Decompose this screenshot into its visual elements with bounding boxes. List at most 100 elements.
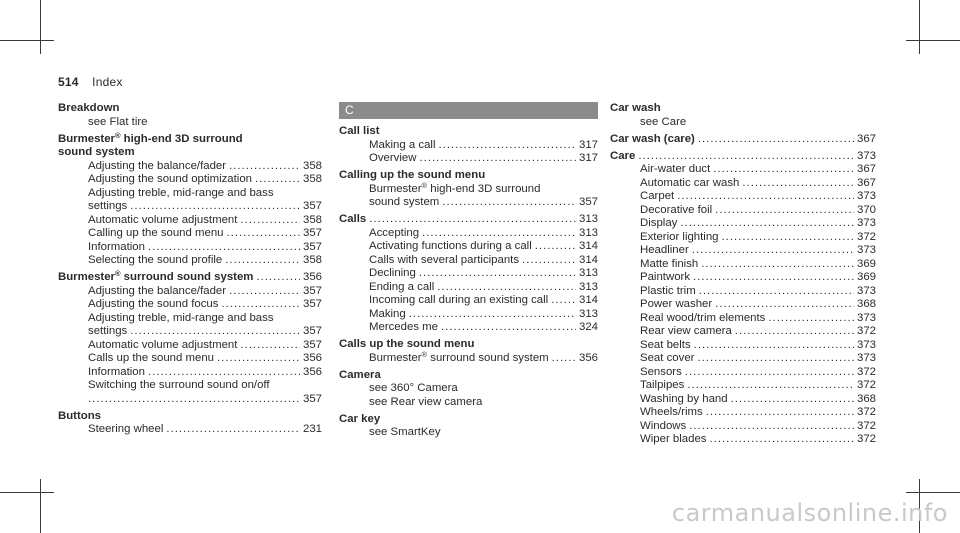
entry-title-text[interactable]: Breakdown	[58, 102, 119, 114]
page-ref[interactable]: 317	[578, 138, 598, 151]
sub-entry-text[interactable]: Matte finish	[640, 258, 698, 272]
page-ref[interactable]: 368	[856, 392, 876, 405]
sub-entry-text[interactable]: Adjusting the balance/fader	[88, 160, 226, 174]
page-ref[interactable]: 356	[302, 352, 322, 364]
page-ref[interactable]: 314	[578, 294, 598, 306]
page-ref[interactable]: 357	[302, 298, 322, 310]
sub-entry-text[interactable]: Display	[640, 217, 677, 231]
entry-title-text[interactable]: Burmester® high-end 3D surround	[58, 131, 243, 144]
page-ref[interactable]: 358	[302, 254, 322, 266]
page-ref[interactable]: 231	[302, 423, 322, 435]
sub-entry-text[interactable]: Exterior lighting	[640, 231, 719, 245]
sub-entry-text[interactable]: Activating functions during a call	[369, 240, 532, 254]
sub-entry-text[interactable]: Calls up the sound menu	[88, 352, 214, 366]
sub-entry-text[interactable]: Automatic car wash	[640, 177, 739, 191]
page-ref[interactable]: 372	[856, 230, 876, 243]
page-ref[interactable]: 356	[302, 271, 322, 283]
sub-entry-text[interactable]: Plastic trim	[640, 285, 696, 299]
sub-entry-text[interactable]: Wiper blades	[640, 433, 706, 447]
sub-entry-text[interactable]: Decorative foil	[640, 204, 712, 218]
page-ref[interactable]: 373	[856, 284, 876, 297]
page-ref[interactable]: 357	[302, 325, 322, 337]
sub-entry-text[interactable]: Automatic volume adjustment	[88, 339, 237, 353]
page-ref[interactable]: 358	[302, 159, 322, 172]
sub-entry-text[interactable]: Washing by hand	[640, 393, 728, 407]
sub-entry-text[interactable]: Rear view camera	[640, 325, 732, 339]
page-ref[interactable]: 370	[856, 203, 876, 216]
page-ref[interactable]: 357	[302, 392, 322, 405]
sub-entry-text[interactable]: Air-water duct	[640, 163, 710, 177]
sub-entry-text[interactable]: Adjusting the sound optimization	[88, 173, 252, 187]
sub-entry-text[interactable]: Burmester® high-end 3D surround	[369, 181, 540, 194]
sub-entry-text[interactable]: see Rear view camera	[369, 396, 482, 408]
page-ref[interactable]: 369	[856, 257, 876, 270]
sub-entry-text[interactable]: Real wood/trim elements	[640, 312, 765, 326]
sub-entry-text[interactable]: Adjusting treble, mid-range and bass	[88, 187, 274, 199]
entry-title-text[interactable]: Care	[610, 150, 635, 164]
page-ref[interactable]: 317	[578, 152, 598, 164]
entry-title-text[interactable]: Calls	[339, 213, 366, 227]
page-ref[interactable]: 367	[856, 176, 876, 189]
page-ref[interactable]: 357	[302, 200, 322, 212]
page-ref[interactable]: 372	[856, 365, 876, 378]
sub-entry-text[interactable]: Adjusting treble, mid-range and bass	[88, 312, 274, 324]
page-ref[interactable]: 372	[856, 419, 876, 432]
page-ref[interactable]: 367	[856, 163, 876, 175]
sub-entry-text[interactable]: Wheels/rims	[640, 406, 703, 420]
page-ref[interactable]: 357	[302, 240, 322, 253]
sub-entry-text[interactable]: Burmester® surround sound system	[369, 350, 549, 366]
entry-title-text[interactable]: Calls up the sound menu	[339, 338, 474, 350]
sub-entry-text[interactable]: Ending a call	[369, 281, 434, 295]
entry-title-text[interactable]: Car wash	[610, 102, 661, 114]
page-ref[interactable]: 357	[302, 227, 322, 239]
page-ref[interactable]: 357	[578, 196, 598, 208]
page-ref[interactable]: 373	[856, 338, 876, 351]
sub-entry-text[interactable]: Overview	[369, 152, 416, 166]
page-ref[interactable]: 373	[856, 217, 876, 229]
sub-entry-text[interactable]: Windows	[640, 420, 686, 434]
page-ref[interactable]: 313	[578, 226, 598, 239]
page-ref[interactable]: 369	[856, 271, 876, 283]
entry-title-text[interactable]: Buttons	[58, 410, 101, 422]
sub-entry-text[interactable]: Seat belts	[640, 339, 691, 353]
sub-entry-text[interactable]: Seat cover	[640, 352, 694, 366]
entry-title-text[interactable]: Camera	[339, 369, 381, 381]
entry-title-text[interactable]: Burmester® surround sound system	[58, 270, 253, 285]
page-ref[interactable]: 372	[856, 406, 876, 418]
sub-entry-text[interactable]: Declining	[369, 267, 416, 281]
page-ref[interactable]: 358	[302, 213, 322, 226]
sub-entry-text[interactable]: Information	[88, 366, 145, 380]
page-ref[interactable]: 373	[856, 311, 876, 324]
sub-entry-text[interactable]: Making	[369, 308, 406, 322]
page-ref[interactable]: 313	[578, 280, 598, 293]
sub-entry-text[interactable]: Mercedes me	[369, 321, 438, 335]
entry-title-text[interactable]: Calling up the sound menu	[339, 169, 485, 181]
page-ref[interactable]: 313	[578, 267, 598, 279]
page-ref[interactable]: 367	[856, 132, 876, 145]
sub-entry-text[interactable]: Steering wheel	[88, 423, 163, 437]
page-ref[interactable]: 357	[302, 284, 322, 297]
page-ref[interactable]: 373	[856, 244, 876, 256]
page-ref[interactable]: 368	[856, 298, 876, 310]
entry-title-text[interactable]: Car wash (care)	[610, 133, 695, 147]
page-ref[interactable]: 314	[578, 253, 598, 266]
sub-entry-text[interactable]: Accepting	[369, 227, 419, 241]
sub-entry-text[interactable]: Information	[88, 241, 145, 255]
sub-entry-text[interactable]: see Flat tire	[88, 116, 148, 128]
page-ref[interactable]: 313	[578, 213, 598, 225]
sub-entry-text[interactable]: Tailpipes	[640, 379, 684, 393]
page-ref[interactable]: 373	[856, 190, 876, 202]
page-ref[interactable]: 372	[856, 325, 876, 337]
sub-entry-text[interactable]: Switching the surround sound on/off	[88, 379, 270, 391]
sub-entry-text[interactable]: Automatic volume adjustment	[88, 214, 237, 228]
page-ref[interactable]: 372	[856, 433, 876, 445]
page-ref[interactable]: 373	[856, 352, 876, 364]
page-ref[interactable]: 313	[578, 307, 598, 320]
sub-entry-text[interactable]: Calling up the sound menu	[88, 227, 224, 241]
page-ref[interactable]: 358	[302, 173, 322, 185]
sub-entry-text[interactable]: see Care	[640, 116, 686, 128]
sub-entry-text[interactable]: Incoming call during an existing call	[369, 294, 548, 308]
sub-entry-text[interactable]: Carpet	[640, 190, 674, 204]
sub-entry-text[interactable]: Paintwork	[640, 271, 690, 285]
sub-entry-text[interactable]: Headliner	[640, 244, 689, 258]
